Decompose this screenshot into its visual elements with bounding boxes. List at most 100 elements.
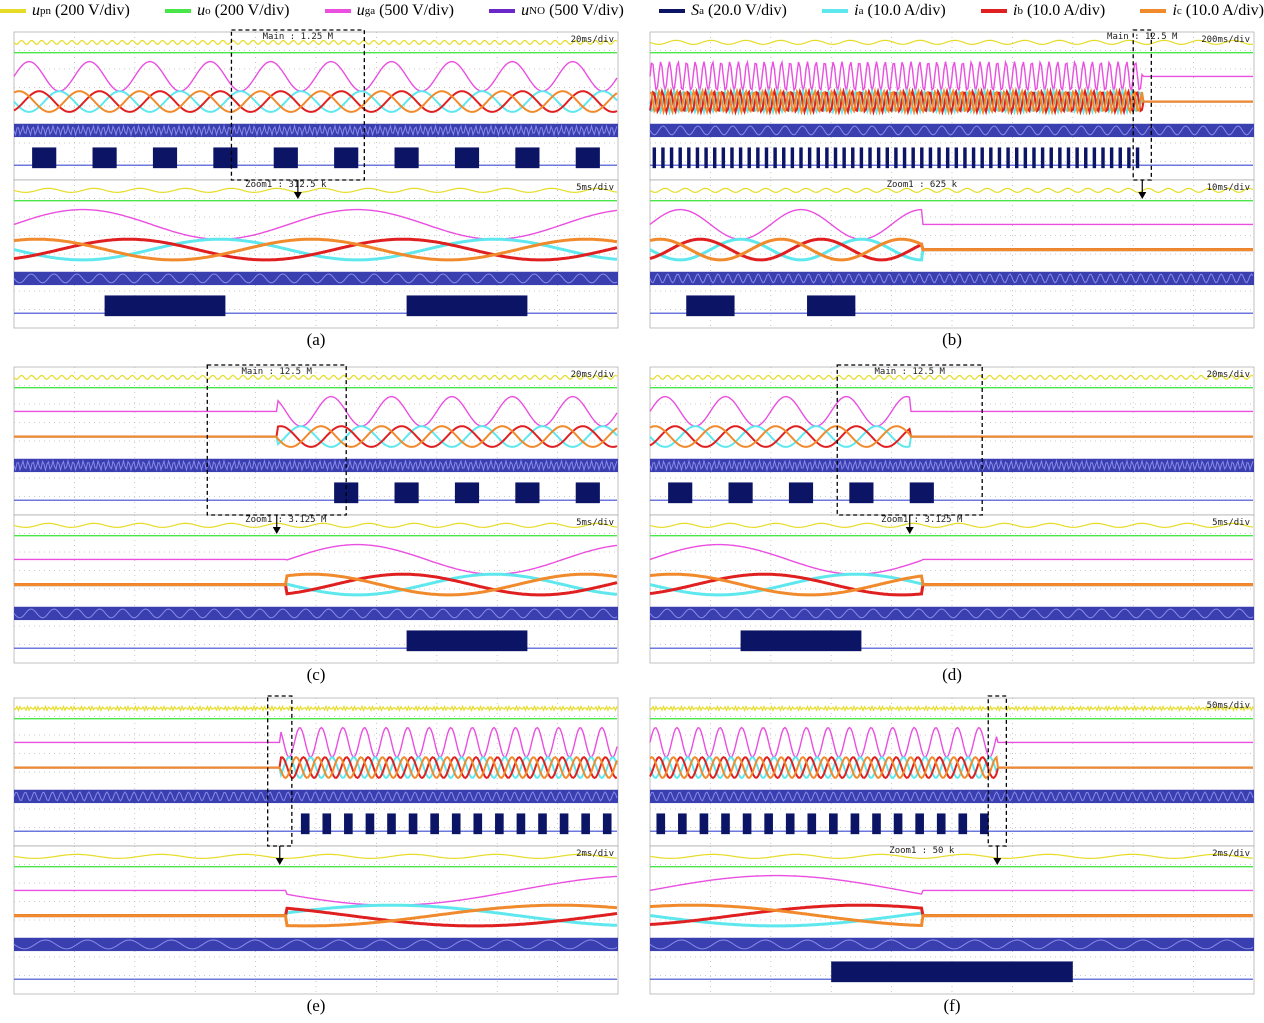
- trace-sa-pulse: [773, 147, 777, 169]
- trace-uno: [13, 273, 618, 284]
- trace-uga: [649, 208, 1253, 240]
- trace-sa-pulse: [602, 813, 612, 835]
- trace-upn: [649, 187, 1254, 194]
- trace-sa-pulse: [911, 147, 915, 169]
- trace-i: [649, 425, 1253, 448]
- main-timebase: 20ms/div: [571, 35, 614, 45]
- trace-upn: [649, 522, 1254, 529]
- trace-sa-pulse: [430, 813, 439, 835]
- trace-sa-pulse: [730, 147, 734, 169]
- trace-sa-pulse: [516, 813, 526, 835]
- legend-text: c: [1176, 5, 1182, 17]
- legend-text: (500 V/div): [549, 2, 624, 19]
- trace-uga: [14, 395, 618, 427]
- trace-sa-pulse: [669, 147, 674, 169]
- trace-sa-pulse: [334, 147, 359, 169]
- trace-upn: [649, 374, 1254, 381]
- trace-sa-pulse: [831, 961, 1073, 983]
- trace-sa-pulse: [747, 147, 751, 169]
- trace-uno: [649, 608, 1254, 619]
- trace-sa-pulse: [1066, 147, 1071, 169]
- zoom-box: [230, 29, 365, 181]
- main-timebase: 20ms/div: [1207, 370, 1250, 380]
- trace-i: [13, 90, 618, 113]
- trace-sa-pulse: [515, 482, 540, 504]
- legend: u pn (200 V/div) u o (200 V/div) u ga (500 V/…: [0, 2, 1264, 20]
- trace-uno: [14, 937, 618, 952]
- trace-sa-pulse: [104, 295, 226, 317]
- legend-text: (200 V/div): [55, 2, 130, 19]
- trace-uga: [649, 59, 1253, 93]
- scope-panel: 2ms/div (e): [13, 695, 619, 1015]
- legend-text: o: [205, 5, 211, 17]
- zoom-info: Zoom1 : 625 k: [887, 180, 958, 190]
- trace-uno: [13, 608, 618, 619]
- trace-uno: [13, 939, 618, 950]
- trace-sa-pulse: [1127, 147, 1131, 169]
- trace-upn: [649, 704, 1254, 713]
- trace-sa-pulse: [980, 147, 984, 169]
- trace-sa-pulse: [213, 147, 238, 169]
- trace-sa-pulse: [728, 482, 753, 504]
- trace-sa-pulse: [849, 482, 874, 504]
- legend-text: b: [1017, 5, 1023, 17]
- trace-uno: [13, 791, 618, 802]
- legend-text: (10.0 A/div): [1185, 2, 1264, 19]
- trace-sa-pulse: [989, 147, 993, 169]
- trace-sa-pulse: [876, 147, 881, 169]
- main-info: Main : 12.5 M: [874, 367, 945, 377]
- trace-sa-pulse: [656, 813, 666, 835]
- trace-i: [13, 90, 618, 113]
- trace-sa-pulse: [1118, 147, 1122, 169]
- trace-sa-pulse: [704, 147, 708, 169]
- trace-sa-pulse: [668, 482, 693, 504]
- trace-sa-pulse: [936, 813, 946, 835]
- trace-i: [14, 903, 618, 928]
- legend-text: ga: [364, 5, 376, 17]
- scope-panel: 200ms/div 10ms/div Main : 12.5 M Zoom1 : 62…: [649, 29, 1255, 349]
- trace-sa-pulse: [829, 813, 838, 835]
- trace-uga: [649, 874, 1253, 895]
- trace-uga: [13, 60, 618, 92]
- panel-caption: (b): [942, 330, 962, 349]
- panel-caption: (f): [944, 996, 961, 1015]
- trace-sa-pulse: [394, 147, 419, 169]
- trace-sa-pulse: [538, 813, 547, 835]
- legend-swatch: [165, 9, 192, 13]
- trace-uga: [649, 543, 1253, 575]
- trace-sa-pulse: [575, 147, 600, 169]
- trace-i: [13, 237, 618, 262]
- trace-sa-pulse: [850, 813, 860, 835]
- main-timebase: 20ms/div: [571, 370, 614, 380]
- legend-text: i: [854, 2, 859, 19]
- trace-uga: [14, 726, 618, 759]
- trace-uga: [649, 726, 1253, 759]
- trace-sa-pulse: [451, 813, 461, 835]
- trace-sa-pulse: [344, 813, 353, 835]
- zoom-arrow-head: [905, 527, 914, 534]
- zoom-arrow-head: [275, 858, 284, 865]
- trace-sa-pulse: [1014, 147, 1019, 169]
- trace-uno: [14, 271, 618, 286]
- trace-sa-pulse: [909, 482, 934, 504]
- trace-sa-pulse: [893, 813, 903, 835]
- scope-panel: 20ms/div 5ms/div Main : 1.25 M Zoom1 : 312.…: [13, 29, 619, 349]
- trace-sa-pulse: [1023, 147, 1028, 169]
- trace-sa-pulse: [495, 813, 504, 835]
- legend-text: u: [197, 2, 206, 19]
- legend-text: u: [32, 2, 40, 19]
- trace-sa-pulse: [408, 813, 418, 835]
- trace-sa-pulse: [790, 147, 795, 169]
- trace-uga: [14, 875, 618, 906]
- legend-item: u ga (500 V/div): [324, 2, 454, 20]
- legend-text: u: [521, 2, 530, 19]
- trace-uno: [650, 606, 1254, 621]
- legend-text: a: [858, 5, 864, 17]
- legend-text: i: [1012, 2, 1018, 19]
- trace-sa-pulse: [764, 813, 773, 835]
- trace-sa-pulse: [712, 147, 717, 169]
- zoom-arrow-head: [293, 192, 302, 199]
